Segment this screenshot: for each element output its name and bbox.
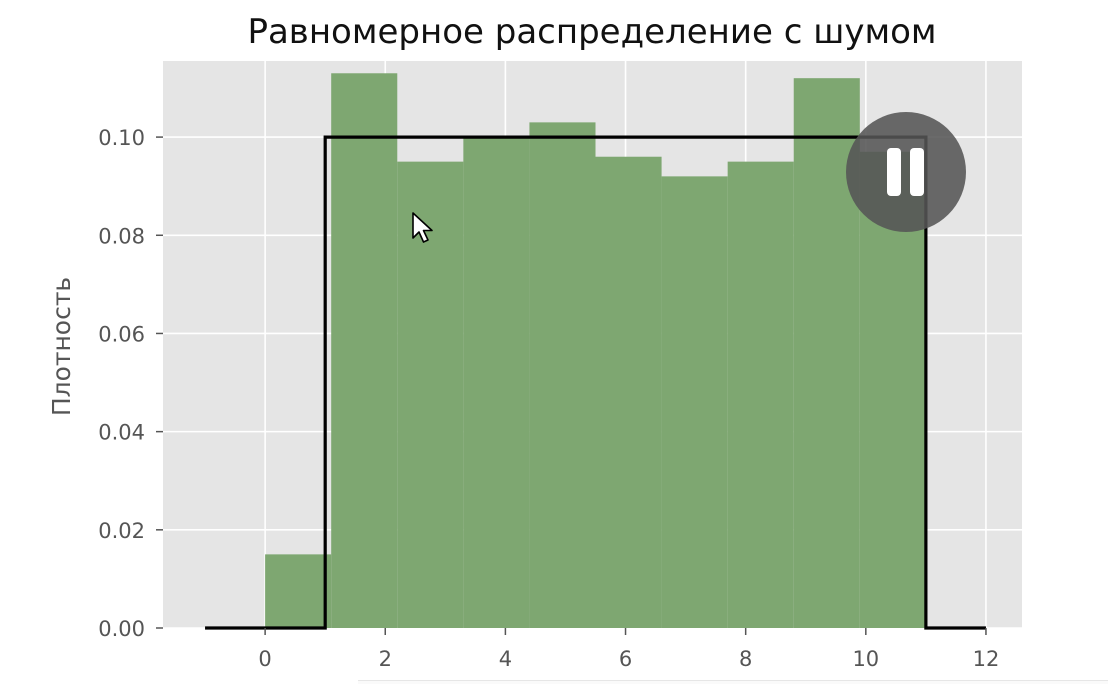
histogram-bars xyxy=(265,73,926,629)
pause-icon xyxy=(887,148,901,196)
histogram-bar xyxy=(727,161,794,629)
y-tick-label: 0.06 xyxy=(98,322,145,346)
x-tick-label: 12 xyxy=(973,647,1000,671)
y-tick-label: 0.00 xyxy=(98,617,145,641)
x-tick-label: 10 xyxy=(852,647,879,671)
y-tick-label: 0.04 xyxy=(98,421,145,445)
histogram-bar xyxy=(529,122,596,628)
y-axis-ticks: 0.00 0.02 0.04 0.06 0.08 0.10 xyxy=(98,126,163,641)
x-tick-label: 0 xyxy=(258,647,271,671)
histogram-bar xyxy=(463,137,530,628)
y-tick-label: 0.02 xyxy=(98,519,145,543)
y-tick-label: 0.10 xyxy=(98,126,145,150)
x-tick-label: 8 xyxy=(739,647,752,671)
histogram-bar xyxy=(265,554,332,628)
bottom-edge-panel xyxy=(358,680,1108,684)
histogram-bar xyxy=(595,156,662,628)
histogram-bar xyxy=(331,73,398,629)
x-axis-ticks: 0 2 4 6 8 10 12 xyxy=(258,628,999,671)
y-tick-label: 0.08 xyxy=(98,224,145,248)
histogram-bar xyxy=(397,161,464,629)
x-tick-label: 2 xyxy=(379,647,392,671)
pause-icon-bar xyxy=(910,148,924,196)
chart-title: Равномерное распределение с шумом xyxy=(247,12,936,52)
y-axis-label: Плотность xyxy=(47,277,76,416)
density-line-path xyxy=(205,135,986,630)
mouse-cursor-icon xyxy=(412,212,433,243)
x-tick-label: 6 xyxy=(619,647,632,671)
pause-button[interactable] xyxy=(846,112,966,232)
histogram-bar xyxy=(661,176,728,628)
density-line xyxy=(205,135,986,630)
x-tick-label: 4 xyxy=(499,647,512,671)
